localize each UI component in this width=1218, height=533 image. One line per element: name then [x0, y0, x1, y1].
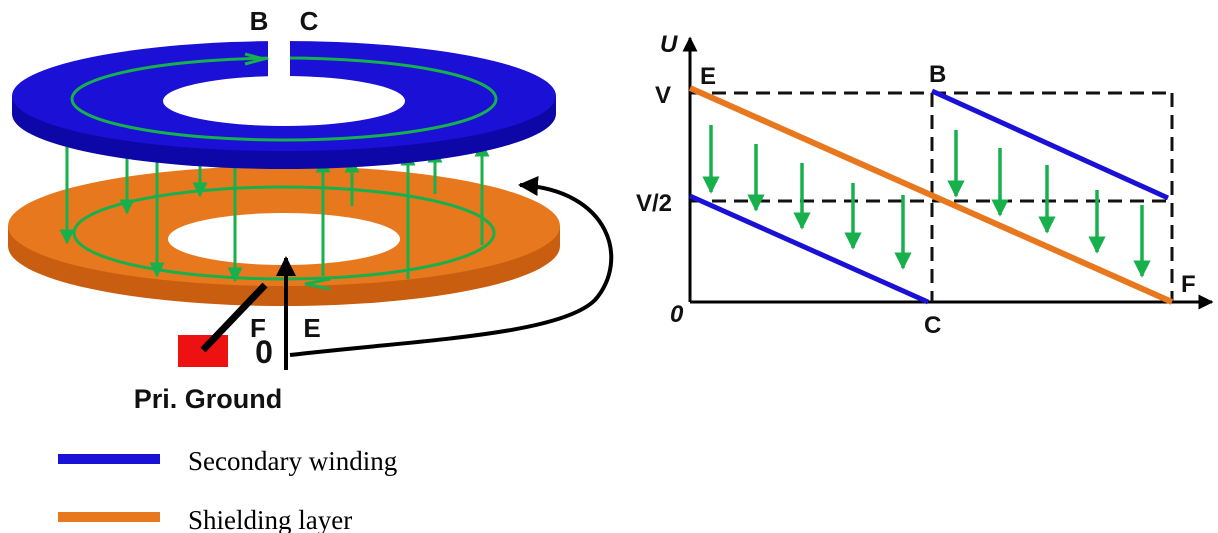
field-arrows-up [315, 141, 490, 279]
legend: Secondary winding Shielding layer [58, 446, 397, 533]
secondary-winding-line-2 [930, 88, 1170, 201]
legend-label-shielding: Shielding layer [188, 505, 352, 533]
point-b: B [929, 61, 946, 88]
label-zero: 0 [255, 334, 273, 370]
graph-field-arrows [702, 125, 1151, 278]
label-c: C [300, 6, 319, 36]
label-pri-ground: Pri. Ground [134, 384, 283, 414]
legend-swatch-secondary [58, 454, 160, 464]
return-arrow [289, 176, 614, 357]
legend-label-secondary: Secondary winding [188, 446, 397, 476]
shielding-layer-line [688, 85, 1174, 305]
origin-label: 0 [670, 301, 684, 328]
label-b: B [250, 6, 269, 36]
point-f: F [1181, 271, 1196, 298]
dashed-guides [690, 91, 1174, 302]
y-tick-v: V [655, 82, 671, 109]
legend-swatch-shielding [58, 512, 160, 522]
secondary-ring [12, 36, 556, 169]
point-c: C [924, 312, 941, 339]
secondary-winding-line-1 [688, 193, 930, 305]
label-f: F [250, 313, 266, 343]
y-tick-v-half: V/2 [636, 190, 672, 217]
ring-diagram: B C F E 0 Pri. Ground [8, 6, 614, 414]
voltage-graph: U V V/2 0 E B C F [636, 31, 1214, 339]
y-axis-label: U [660, 31, 678, 58]
primary-ground-box [178, 335, 228, 367]
point-e: E [700, 63, 716, 90]
ground-lead [200, 282, 268, 353]
label-e: E [303, 313, 320, 343]
